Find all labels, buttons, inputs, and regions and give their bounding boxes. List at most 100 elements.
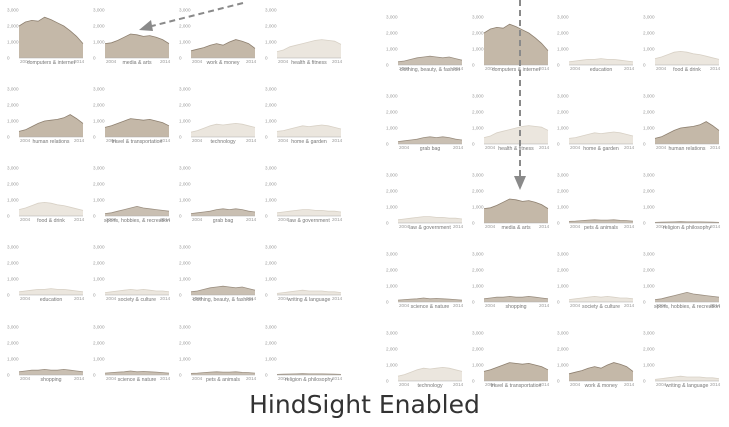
small-chart[interactable]: 3,000 2,000 1,000 0 2004 2014 education [7, 245, 85, 304]
caption: HindSight Enabled [249, 390, 480, 419]
y-tick-label: 3,000 [643, 331, 655, 336]
y-tick-label: 3,000 [265, 166, 277, 171]
y-tick-label: 1,000 [265, 40, 277, 45]
y-tick-label: 3,000 [643, 15, 655, 20]
x-tick-start: 2004 [106, 217, 117, 222]
small-chart[interactable]: 3,000 2,000 1,000 0 2004 2014 human relations [7, 87, 85, 146]
x-tick-end: 2014 [453, 303, 464, 308]
small-chart[interactable]: 3,000 2,000 1,000 0 2004 2014 media & arts [472, 173, 550, 232]
small-chart[interactable]: 3,000 2,000 1,000 0 2004 2014 technology [386, 331, 464, 390]
x-tick-start: 2004 [656, 303, 667, 308]
y-tick-label: 0 [386, 142, 389, 147]
y-tick-label: 1,000 [93, 40, 105, 45]
series-line [483, 362, 549, 372]
chart-label: sports, hobbies, & recreation [654, 304, 720, 310]
area-series [105, 34, 169, 58]
x-tick-end: 2014 [160, 138, 171, 143]
small-chart[interactable]: 3,000 2,000 1,000 0 2004 2014 health & fitness [472, 94, 550, 153]
y-tick-label: 1,000 [386, 205, 398, 210]
y-tick-label: 0 [557, 379, 560, 384]
small-chart[interactable]: 3,000 2,000 1,000 0 2004 2014 pets & animals [179, 325, 257, 384]
y-tick-label: 2,000 [557, 268, 569, 273]
small-chart[interactable]: 3,000 2,000 1,000 0 2004 2014 education [557, 15, 635, 74]
x-tick-end: 2014 [624, 382, 635, 387]
area-series [277, 125, 341, 137]
series-line [190, 285, 256, 293]
y-tick-label: 0 [93, 293, 96, 298]
y-tick-label: 1,000 [7, 357, 19, 362]
small-chart[interactable]: 3,000 2,000 1,000 0 2004 2014 shopping [7, 325, 85, 384]
y-tick-label: 3,000 [179, 87, 191, 92]
small-chart[interactable]: 3,000 2,000 1,000 0 2004 2014 technology [179, 87, 257, 146]
chart-label: pets & animals [206, 377, 240, 383]
x-tick-end: 2014 [332, 59, 343, 64]
small-chart[interactable]: 3,000 2,000 1,000 0 2004 2014 human relations [643, 94, 721, 153]
y-tick-label: 0 [7, 56, 10, 61]
x-tick-start: 2004 [570, 224, 581, 229]
small-chart[interactable]: 3,000 2,000 1,000 0 2004 2014 pets & animals [557, 173, 635, 232]
y-tick-label: 0 [93, 373, 96, 378]
small-chart[interactable]: 3,000 2,000 1,000 0 2004 2014 media & arts [93, 8, 171, 67]
y-tick-label: 1,000 [7, 277, 19, 282]
y-tick-label: 0 [557, 300, 560, 305]
y-tick-label: 2,000 [265, 24, 277, 29]
series-line [276, 373, 342, 375]
area-series [191, 208, 255, 216]
y-tick-label: 2,000 [386, 189, 398, 194]
small-chart[interactable]: 3,000 2,000 1,000 0 2004 2014 food & drink [643, 15, 721, 74]
y-tick-label: 3,000 [93, 87, 105, 92]
small-chart[interactable]: 3,000 2,000 1,000 0 2004 2014 society & cultur… [557, 252, 635, 311]
small-chart[interactable]: 3,000 2,000 1,000 0 2004 2014 work & money [557, 331, 635, 390]
x-tick-end: 2014 [624, 145, 635, 150]
small-chart[interactable]: 3,000 2,000 1,000 0 2004 2014 grab bag [179, 166, 257, 225]
x-tick-start: 2004 [192, 217, 203, 222]
y-tick-label: 3,000 [557, 15, 569, 20]
area-series [655, 51, 719, 65]
series-line [276, 209, 342, 214]
small-chart[interactable]: 3,000 2,000 1,000 0 2004 2014 food & drink [7, 166, 85, 225]
small-chart[interactable]: 3,000 2,000 1,000 0 2004 2014 grab bag [386, 94, 464, 153]
small-chart[interactable]: 3,000 2,000 1,000 0 2004 2014 society & cultur… [93, 245, 171, 304]
chart-label: technology [210, 139, 235, 145]
y-tick-label: 1,000 [472, 47, 484, 52]
small-chart[interactable]: 3,000 2,000 1,000 0 2004 2014 home & garden [265, 87, 343, 146]
y-tick-label: 0 [93, 214, 96, 219]
series-line [18, 201, 84, 211]
x-tick-start: 2004 [278, 59, 289, 64]
y-tick-label: 2,000 [472, 268, 484, 273]
x-tick-end: 2014 [74, 376, 85, 381]
y-tick-label: 1,000 [7, 119, 19, 124]
y-tick-label: 2,000 [557, 347, 569, 352]
area-series [19, 17, 83, 58]
y-tick-label: 3,000 [179, 245, 191, 250]
area-series [191, 123, 255, 137]
y-tick-label: 0 [472, 63, 475, 68]
small-chart[interactable]: 3,000 2,000 1,000 0 2004 2014 shopping [472, 252, 550, 311]
x-tick-end: 2014 [332, 376, 343, 381]
small-chart[interactable]: 3,000 2,000 1,000 0 2004 2014 work & money [179, 8, 257, 67]
y-tick-label: 3,000 [93, 8, 105, 13]
small-chart[interactable]: 3,000 2,000 1,000 0 2004 2014 home & garden [557, 94, 635, 153]
x-tick-end: 2014 [624, 66, 635, 71]
small-chart[interactable]: 3,000 2,000 1,000 0 2004 2014 health & fitness [265, 8, 343, 67]
area-series [398, 367, 462, 381]
area-series [484, 296, 548, 302]
x-tick-start: 2004 [570, 145, 581, 150]
series-line [18, 16, 84, 44]
